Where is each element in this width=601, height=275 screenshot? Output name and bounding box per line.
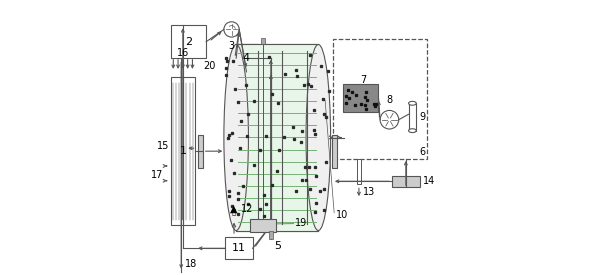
Text: 16: 16 bbox=[177, 48, 189, 58]
Bar bbox=[333, 39, 427, 160]
Text: 17: 17 bbox=[150, 170, 163, 180]
Circle shape bbox=[224, 22, 239, 37]
Text: ▲: ▲ bbox=[230, 204, 238, 214]
Text: 13: 13 bbox=[363, 187, 375, 197]
Text: 18: 18 bbox=[185, 259, 197, 269]
Text: 2: 2 bbox=[185, 37, 192, 47]
Bar bbox=[236, 45, 319, 230]
Ellipse shape bbox=[409, 101, 416, 105]
Text: 9: 9 bbox=[419, 112, 426, 122]
Text: 3: 3 bbox=[228, 41, 234, 51]
Bar bbox=[343, 84, 379, 111]
Text: 1: 1 bbox=[179, 146, 186, 156]
Text: 19: 19 bbox=[294, 218, 307, 228]
Bar bbox=[332, 135, 337, 167]
Text: 7: 7 bbox=[361, 75, 367, 85]
Text: 4: 4 bbox=[243, 53, 250, 63]
Text: 20: 20 bbox=[204, 61, 216, 71]
Bar bbox=[357, 160, 361, 184]
Bar bbox=[261, 38, 265, 45]
Text: 🔥: 🔥 bbox=[232, 209, 236, 216]
Text: 5: 5 bbox=[273, 241, 281, 251]
Bar bbox=[236, 45, 257, 72]
Bar bbox=[392, 176, 419, 187]
Text: 12: 12 bbox=[241, 204, 253, 214]
Bar bbox=[409, 103, 416, 131]
Text: 8: 8 bbox=[386, 95, 392, 106]
Text: 11: 11 bbox=[232, 243, 246, 253]
Ellipse shape bbox=[409, 129, 416, 133]
Circle shape bbox=[380, 111, 398, 129]
Bar bbox=[236, 45, 319, 230]
Text: 10: 10 bbox=[335, 210, 348, 221]
Text: 14: 14 bbox=[423, 176, 435, 186]
Text: 6: 6 bbox=[419, 147, 426, 157]
Bar bbox=[269, 230, 273, 239]
Bar bbox=[250, 219, 276, 232]
Bar bbox=[171, 25, 206, 58]
Ellipse shape bbox=[224, 45, 248, 230]
Bar bbox=[198, 135, 203, 167]
Text: 15: 15 bbox=[157, 141, 169, 151]
Bar bbox=[225, 237, 252, 259]
Bar bbox=[171, 77, 195, 225]
Ellipse shape bbox=[306, 45, 331, 230]
